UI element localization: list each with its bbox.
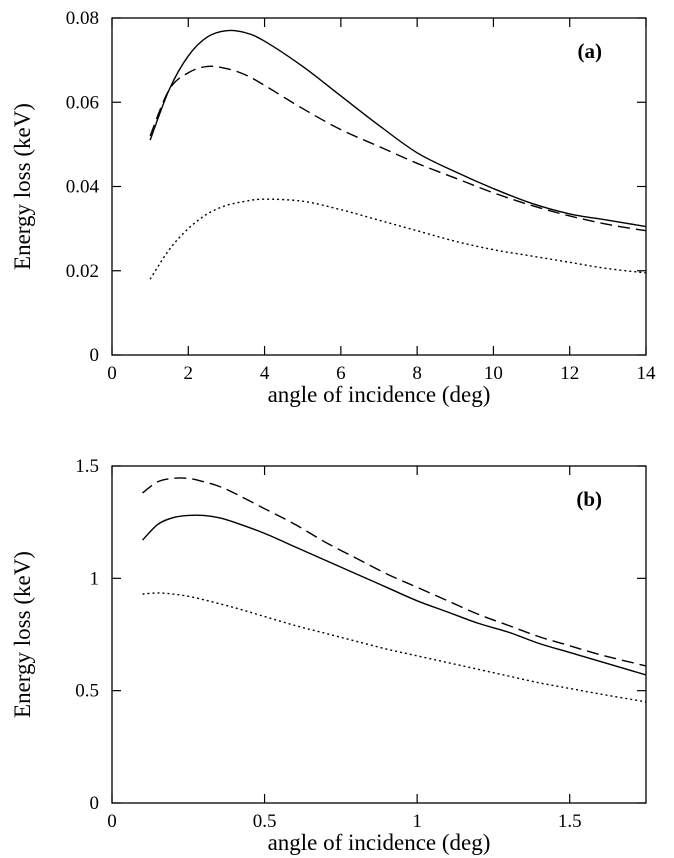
x-tick-label: 0 bbox=[107, 811, 117, 832]
series-line-solid bbox=[142, 514, 647, 676]
y-tick-label: 0.04 bbox=[66, 177, 100, 198]
x-tick-label: 4 bbox=[260, 363, 270, 384]
y-tick-label: 0.06 bbox=[66, 92, 99, 113]
chart-panel-1: 0 2 4 6 8 10 12 14 0 0.02 0.04 0.06 0.08 angle of inc… bbox=[10, 8, 656, 407]
y-tick-label: 0 bbox=[90, 793, 100, 814]
y-axis-title: Energy loss (keV) bbox=[10, 103, 35, 270]
panel-label: (a) bbox=[578, 39, 603, 63]
y-tick-label: 1.5 bbox=[75, 456, 99, 477]
y-tick-label: 1 bbox=[90, 568, 100, 589]
series-line-dotted bbox=[149, 198, 647, 280]
x-tick-label: 2 bbox=[184, 363, 194, 384]
plot-frame bbox=[111, 17, 647, 356]
x-tick-label: 1.5 bbox=[558, 811, 582, 832]
x-tick-label: 12 bbox=[560, 363, 579, 384]
x-tick-label: 14 bbox=[637, 363, 657, 384]
y-axis-title: Energy loss (keV) bbox=[10, 551, 35, 718]
series-line-solid bbox=[149, 29, 647, 228]
series-line-dashed bbox=[149, 65, 647, 232]
plot-frame bbox=[111, 465, 647, 804]
x-axis-title: angle of incidence (deg) bbox=[268, 830, 491, 855]
panel-label: (b) bbox=[576, 487, 602, 511]
y-tick-label: 0.08 bbox=[66, 8, 99, 29]
y-tick-label: 0.5 bbox=[75, 681, 99, 702]
chart-panel-2: 0 0.5 1 1.5 0 0.5 1 1.5 angle of incidence (deg)… bbox=[10, 456, 647, 855]
x-tick-label: 0.5 bbox=[253, 811, 277, 832]
x-axis-title: angle of incidence (deg) bbox=[268, 382, 491, 407]
x-tick-label: 1 bbox=[412, 811, 422, 832]
y-tick-label: 0 bbox=[90, 345, 100, 366]
series-line-dashed bbox=[142, 477, 647, 667]
x-tick-label: 10 bbox=[484, 363, 503, 384]
x-tick-label: 8 bbox=[412, 363, 422, 384]
y-tick-label: 0.02 bbox=[66, 261, 99, 282]
x-tick-label: 0 bbox=[107, 363, 117, 384]
series-line-dotted bbox=[142, 592, 647, 703]
x-tick-label: 6 bbox=[336, 363, 346, 384]
